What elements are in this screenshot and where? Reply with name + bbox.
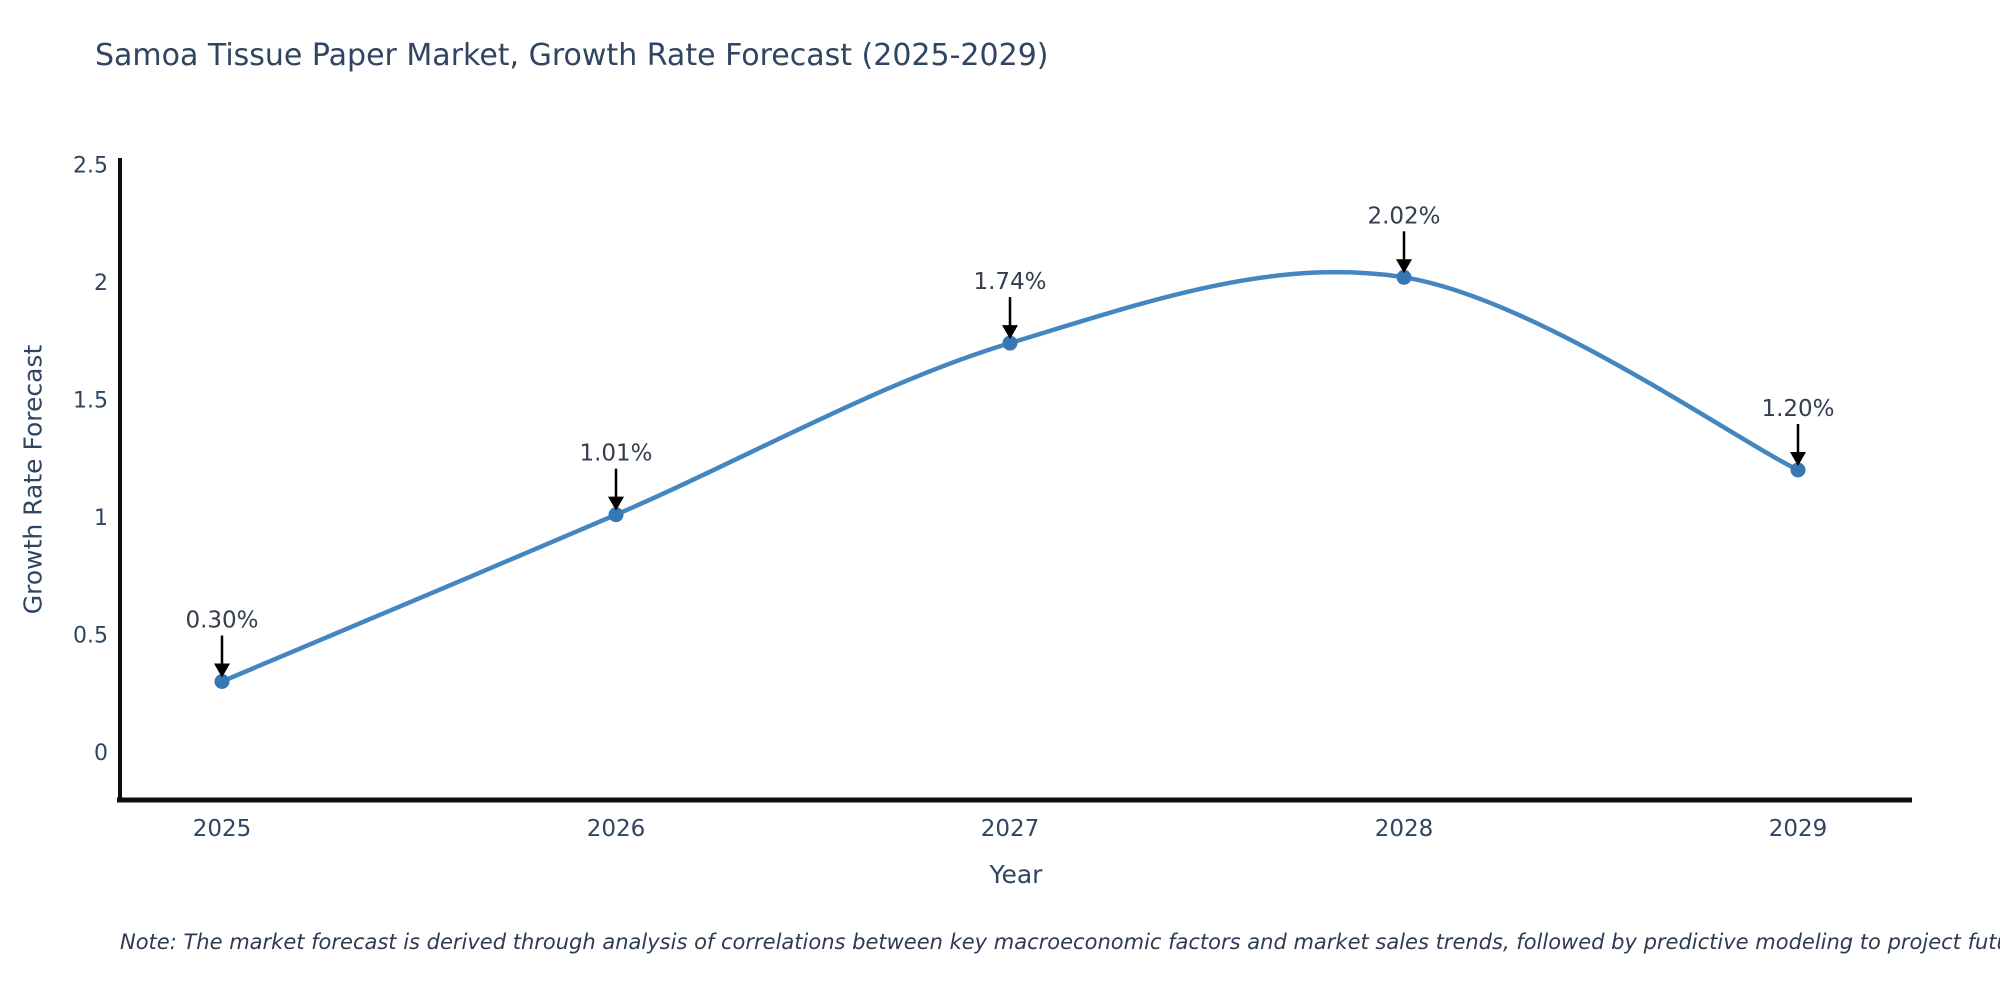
y-tick-label: 1: [94, 506, 108, 531]
x-tick-label: 2025: [193, 816, 252, 842]
annotation-arrowhead: [214, 663, 230, 678]
annotation-arrowhead: [1396, 259, 1412, 274]
x-tick-label: 2027: [981, 816, 1040, 842]
annotation-arrowhead: [608, 496, 624, 511]
data-point-marker: [1790, 462, 1806, 478]
data-point-label: 2.02%: [1367, 203, 1440, 229]
x-tick-label: 2028: [1375, 816, 1434, 842]
data-point-marker: [214, 674, 230, 689]
annotation-arrowhead: [1790, 452, 1806, 466]
x-axis-title: Year: [989, 860, 1043, 889]
data-point-marker: [608, 507, 624, 523]
x-tick-label: 2026: [587, 816, 646, 842]
data-point-label: 1.20%: [1761, 396, 1834, 422]
y-tick-label: 2: [94, 271, 108, 296]
y-axis-title: Growth Rate Forecast: [18, 344, 48, 615]
chart-title: Samoa Tissue Paper Market, Growth Rate F…: [95, 38, 1049, 73]
y-tick-label: 2.5: [73, 154, 108, 179]
annotation-arrowhead: [1002, 325, 1018, 340]
y-tick-label: 1.5: [73, 389, 108, 414]
y-tick-label: 0: [94, 741, 108, 766]
data-point-label: 1.01%: [579, 441, 652, 467]
data-point-marker: [1002, 335, 1018, 351]
x-tick-label: 2029: [1769, 816, 1828, 842]
footnote: Note: The market forecast is derived thr…: [120, 930, 2000, 954]
data-point-marker: [1396, 269, 1412, 285]
y-tick-label: 0.5: [73, 624, 108, 649]
data-point-label: 1.74%: [973, 269, 1046, 295]
data-point-label: 0.30%: [185, 608, 258, 634]
